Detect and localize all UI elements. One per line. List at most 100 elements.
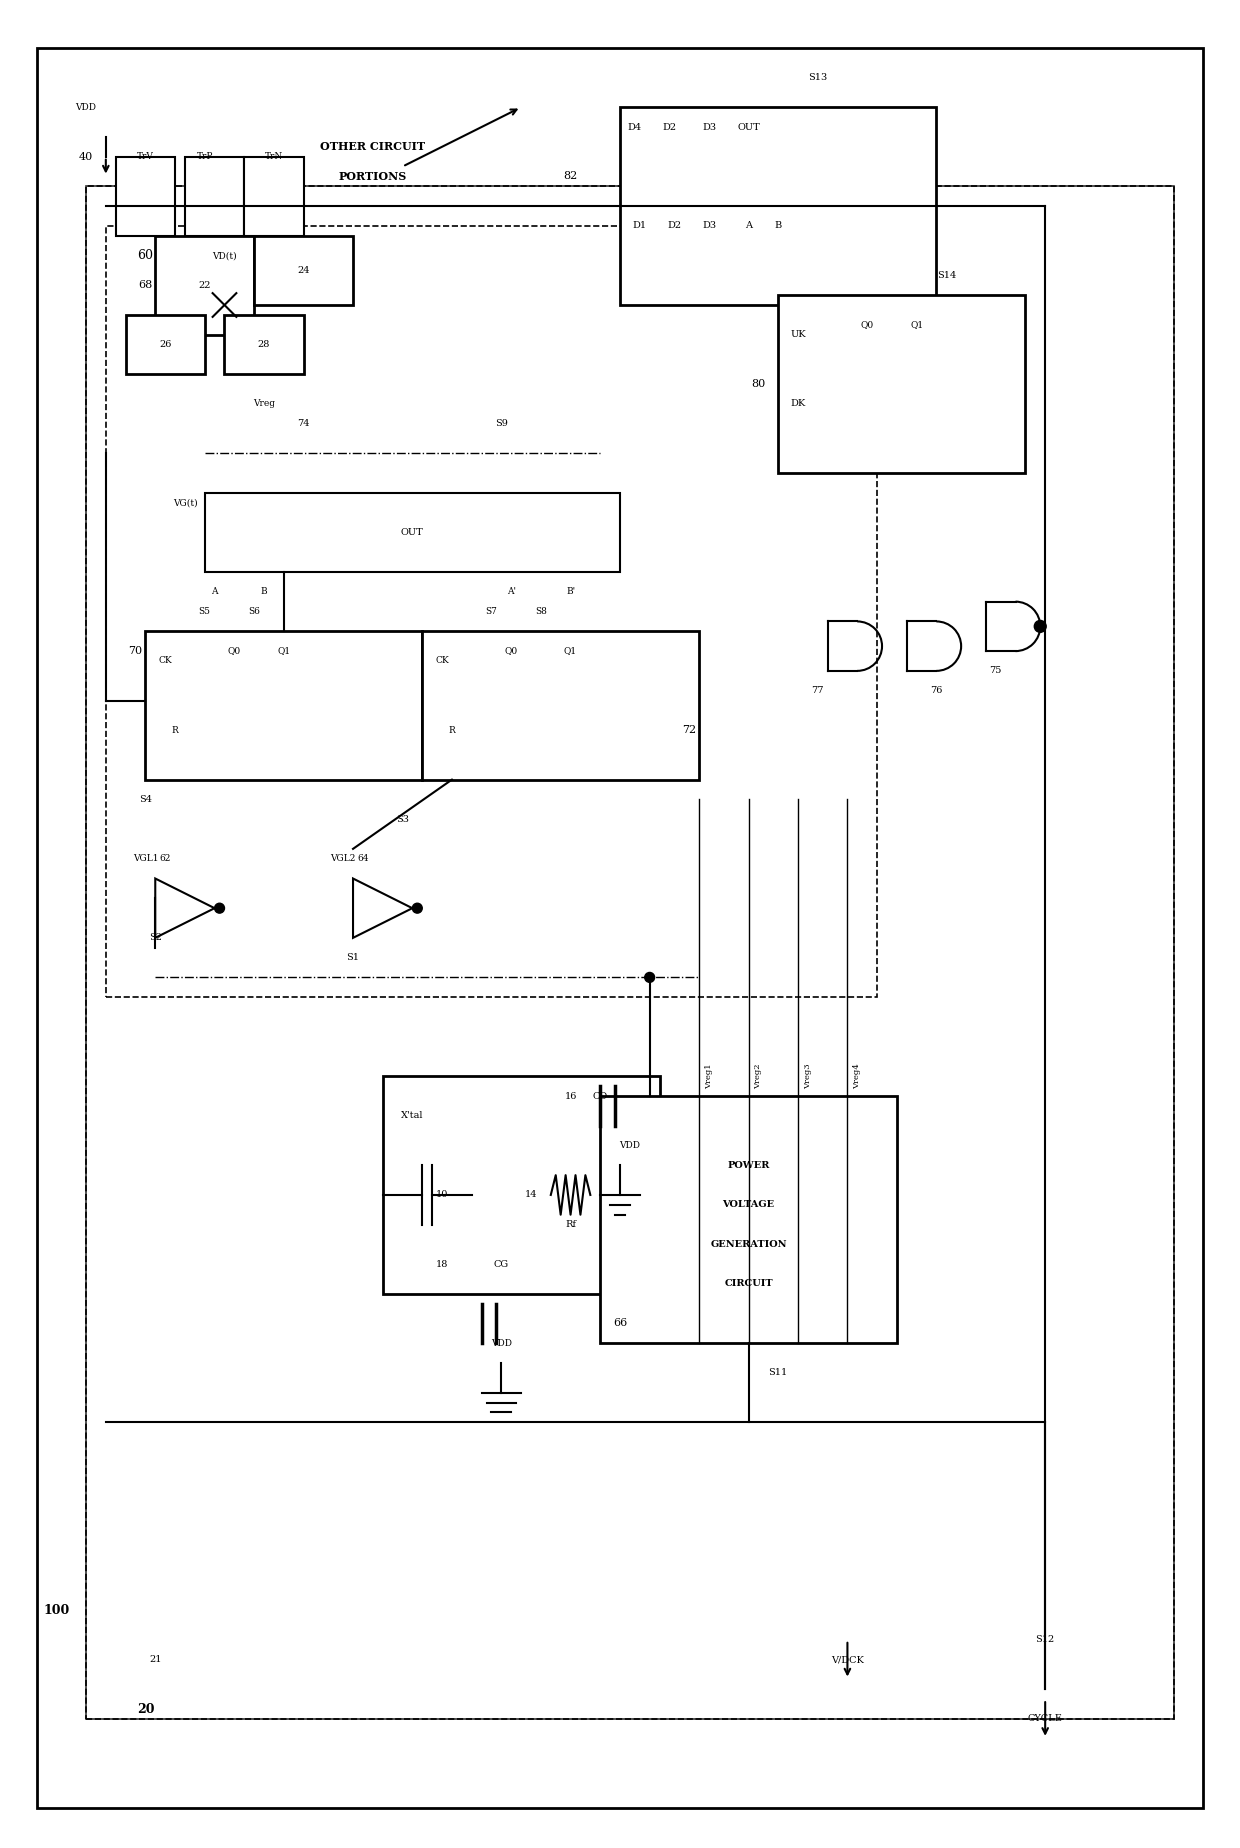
Text: D2: D2 <box>667 222 682 231</box>
Bar <box>155 237 254 334</box>
Text: 77: 77 <box>811 686 825 695</box>
Text: D3: D3 <box>702 122 715 131</box>
Text: 21: 21 <box>149 1656 161 1665</box>
Text: CIRCUIT: CIRCUIT <box>724 1279 773 1288</box>
Text: Vreg3: Vreg3 <box>804 1063 812 1088</box>
Bar <box>244 157 304 237</box>
Text: V/DCK: V/DCK <box>831 1656 864 1665</box>
Text: 26: 26 <box>159 340 171 349</box>
Text: S6: S6 <box>248 606 260 615</box>
Text: B: B <box>260 588 268 597</box>
Text: X'tal: X'tal <box>401 1111 424 1120</box>
Text: CK: CK <box>435 656 449 665</box>
Text: S9: S9 <box>495 419 508 429</box>
Text: 60: 60 <box>138 249 154 262</box>
Circle shape <box>215 904 224 913</box>
Bar <box>105 225 877 998</box>
Bar <box>254 237 353 305</box>
Text: S2: S2 <box>149 933 161 942</box>
Text: VDD: VDD <box>76 103 97 111</box>
Text: OTHER CIRCUIT: OTHER CIRCUIT <box>320 140 425 152</box>
Text: VG(t): VG(t) <box>172 499 197 506</box>
Text: S7: S7 <box>486 606 497 615</box>
Text: CK: CK <box>159 656 172 665</box>
Text: D2: D2 <box>662 122 677 131</box>
Text: Rf: Rf <box>565 1220 577 1229</box>
Text: S8: S8 <box>534 606 547 615</box>
Bar <box>185 157 244 237</box>
Text: VD(t): VD(t) <box>212 251 237 261</box>
Text: 72: 72 <box>682 724 697 736</box>
Text: VGL1: VGL1 <box>133 854 159 863</box>
Text: DK: DK <box>790 399 806 408</box>
Bar <box>224 314 304 375</box>
Text: A': A' <box>507 588 516 597</box>
Bar <box>115 157 175 237</box>
Text: UK: UK <box>790 331 806 340</box>
Text: R: R <box>171 726 179 736</box>
Text: S14: S14 <box>936 272 956 279</box>
Bar <box>600 1096 897 1343</box>
Text: 68: 68 <box>138 281 153 290</box>
Text: S5: S5 <box>198 606 211 615</box>
Text: B: B <box>775 222 782 231</box>
Text: 74: 74 <box>298 419 310 429</box>
Text: B': B' <box>565 588 575 597</box>
Text: 70: 70 <box>129 647 143 656</box>
Bar <box>145 632 423 780</box>
Bar <box>86 187 1174 1719</box>
Text: VOLTAGE: VOLTAGE <box>723 1201 775 1209</box>
Text: 10: 10 <box>435 1190 448 1199</box>
Text: OUT: OUT <box>737 122 760 131</box>
Text: Q0: Q0 <box>861 320 874 329</box>
Text: D4: D4 <box>627 122 642 131</box>
Text: S12: S12 <box>1035 1635 1055 1645</box>
Text: CD: CD <box>593 1092 608 1101</box>
Text: 75: 75 <box>990 667 1002 675</box>
Circle shape <box>645 972 655 983</box>
Text: S4: S4 <box>139 795 151 804</box>
Circle shape <box>1034 621 1047 632</box>
Text: D3: D3 <box>702 222 715 231</box>
Text: Q0: Q0 <box>505 647 518 656</box>
Text: TrP: TrP <box>196 152 213 161</box>
Text: 14: 14 <box>525 1190 537 1199</box>
Text: S3: S3 <box>396 815 409 824</box>
Text: S13: S13 <box>808 74 827 81</box>
Text: OUT: OUT <box>401 529 424 538</box>
Bar <box>620 107 936 305</box>
Text: 22: 22 <box>198 281 211 290</box>
Text: 62: 62 <box>160 854 171 863</box>
Text: PORTIONS: PORTIONS <box>339 172 407 181</box>
Bar <box>383 1076 660 1294</box>
Text: Q1: Q1 <box>910 320 924 329</box>
Bar <box>86 187 1174 1719</box>
Text: Vreg2: Vreg2 <box>754 1064 763 1088</box>
Text: 40: 40 <box>79 152 93 161</box>
Text: 100: 100 <box>43 1604 69 1617</box>
Circle shape <box>413 904 423 913</box>
Text: 16: 16 <box>564 1092 577 1101</box>
Text: Vreg4: Vreg4 <box>853 1063 862 1088</box>
Text: Q1: Q1 <box>564 647 577 656</box>
Text: TrN: TrN <box>265 152 283 161</box>
Text: Vreg: Vreg <box>253 399 275 408</box>
Text: R: R <box>449 726 455 736</box>
Bar <box>779 296 1025 473</box>
Text: A: A <box>211 588 218 597</box>
Text: Vreg1: Vreg1 <box>706 1063 713 1088</box>
Text: Q1: Q1 <box>278 647 290 656</box>
Bar <box>205 493 620 573</box>
Text: POWER: POWER <box>728 1161 770 1170</box>
Text: 28: 28 <box>258 340 270 349</box>
Text: GENERATION: GENERATION <box>711 1240 787 1249</box>
Text: VDD: VDD <box>491 1338 512 1347</box>
Text: D1: D1 <box>632 222 647 231</box>
Text: 80: 80 <box>751 379 765 390</box>
Text: Q0: Q0 <box>228 647 241 656</box>
Text: S11: S11 <box>769 1368 787 1377</box>
Text: CG: CG <box>494 1260 508 1268</box>
Text: 76: 76 <box>930 686 942 695</box>
Text: VDD: VDD <box>620 1140 640 1149</box>
Text: 18: 18 <box>435 1260 448 1268</box>
